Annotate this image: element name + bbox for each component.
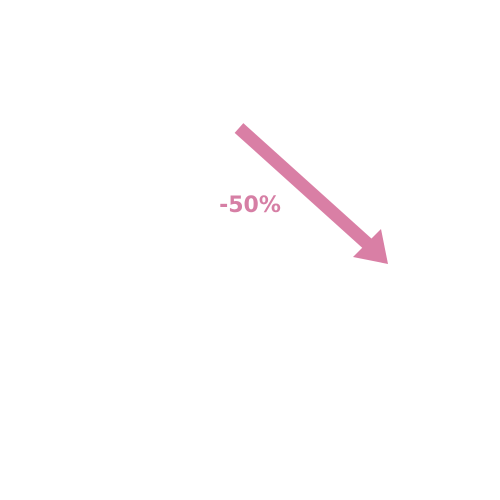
change-label: -50% xyxy=(219,193,281,218)
arrow-shaft xyxy=(234,123,375,251)
arrow-head xyxy=(353,229,388,264)
